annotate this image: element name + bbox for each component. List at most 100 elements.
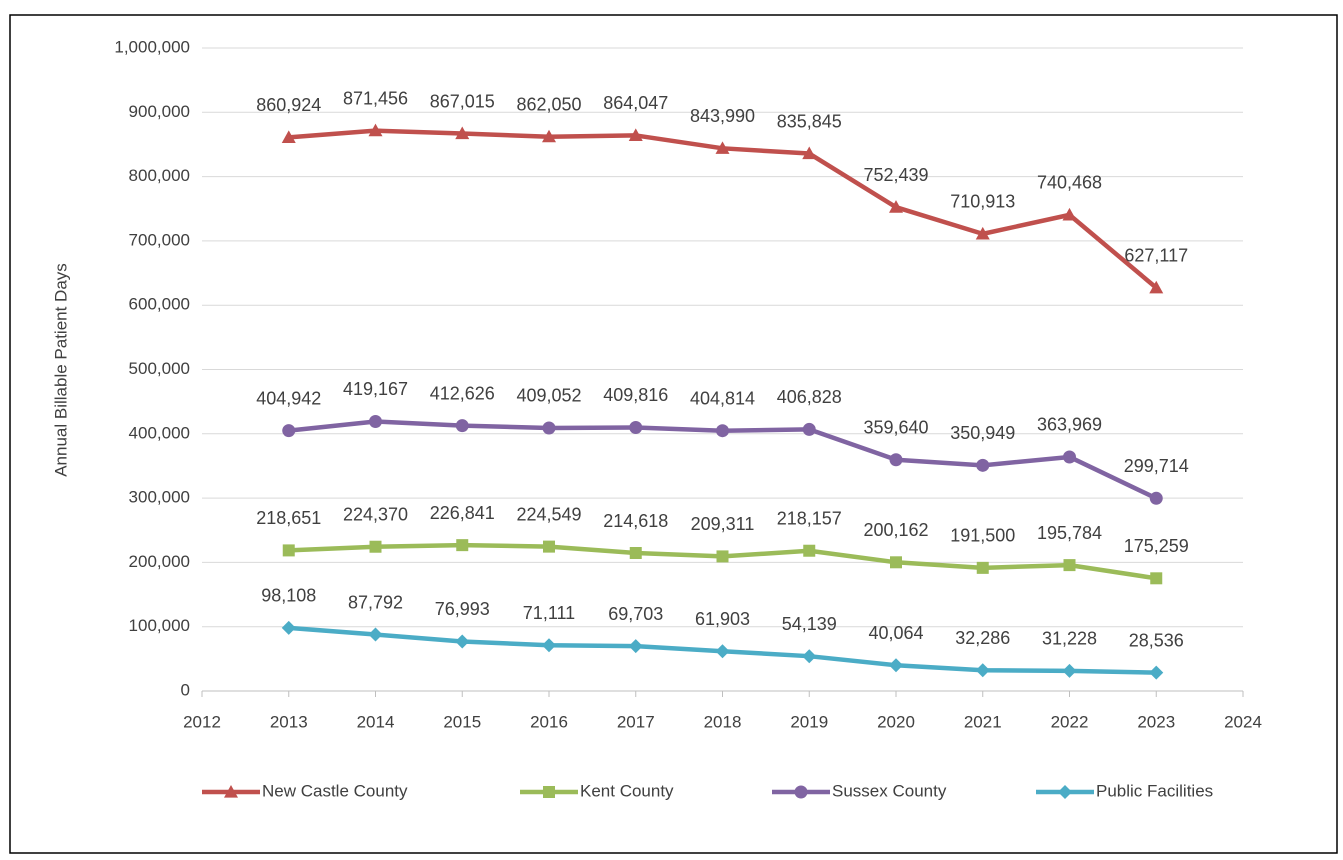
x-tick-label: 2015 — [443, 712, 481, 731]
data-point — [975, 226, 990, 240]
data-point — [1063, 450, 1076, 464]
data-point — [629, 547, 642, 560]
x-tick-label: 2013 — [270, 712, 308, 731]
x-tick-label: 2023 — [1137, 712, 1175, 731]
data-point — [1149, 665, 1164, 680]
data-label: 218,157 — [777, 508, 842, 528]
data-label: 412,626 — [430, 383, 495, 403]
x-tick-label: 2022 — [1051, 712, 1089, 731]
data-label: 860,924 — [256, 95, 321, 115]
data-point — [802, 649, 817, 664]
legend-marker — [543, 786, 555, 798]
data-label: 226,841 — [430, 503, 495, 523]
legend-label: Sussex County — [832, 781, 947, 800]
data-point — [628, 128, 643, 142]
data-point — [369, 414, 382, 428]
y-tick-label: 400,000 — [129, 423, 190, 442]
data-point — [368, 123, 383, 137]
data-label: 752,439 — [863, 165, 928, 185]
data-point — [1149, 491, 1163, 505]
data-point — [455, 634, 470, 649]
legend-marker — [1058, 785, 1072, 799]
data-point — [629, 420, 643, 434]
data-label: 195,784 — [1037, 523, 1102, 543]
y-tick-label: 0 — [181, 680, 190, 699]
data-label: 28,536 — [1129, 630, 1184, 650]
data-label: 359,640 — [863, 418, 928, 438]
data-point — [628, 639, 643, 654]
data-point — [282, 424, 296, 438]
y-tick-label: 300,000 — [129, 488, 190, 507]
data-point — [542, 129, 556, 143]
data-label: 191,500 — [950, 526, 1015, 546]
x-tick-label: 2019 — [790, 712, 828, 731]
data-label: 224,370 — [343, 504, 408, 524]
data-label: 76,993 — [435, 599, 490, 619]
data-label: 627,117 — [1124, 246, 1188, 266]
data-point — [976, 458, 990, 472]
legend-label: Kent County — [580, 781, 674, 800]
data-point — [975, 663, 990, 678]
data-label: 404,942 — [256, 388, 321, 408]
data-point — [455, 419, 469, 433]
data-label: 31,228 — [1042, 629, 1097, 649]
legend-label: New Castle County — [262, 781, 408, 800]
data-label: 710,913 — [950, 192, 1015, 212]
x-tick-label: 2020 — [877, 712, 915, 731]
data-label: 867,015 — [430, 91, 495, 111]
data-label: 299,714 — [1124, 456, 1189, 476]
data-label: 871,456 — [343, 88, 408, 108]
data-point — [543, 540, 555, 553]
data-label: 409,052 — [516, 386, 581, 406]
x-tick-label: 2016 — [530, 712, 568, 731]
data-label: 406,828 — [777, 387, 842, 407]
data-label: 409,816 — [603, 385, 668, 405]
data-label: 87,792 — [348, 592, 403, 612]
x-tick-label: 2017 — [617, 712, 655, 731]
x-tick-label: 2024 — [1224, 712, 1262, 731]
data-label: 40,064 — [868, 623, 923, 643]
data-point — [1062, 207, 1077, 221]
data-point — [716, 550, 729, 563]
y-tick-label: 800,000 — [129, 166, 190, 185]
y-tick-label: 100,000 — [129, 616, 190, 635]
y-tick-label: 900,000 — [129, 102, 190, 121]
data-label: 98,108 — [261, 586, 316, 606]
data-point — [281, 130, 296, 144]
x-tick-label: 2012 — [183, 712, 221, 731]
data-point — [455, 126, 470, 140]
data-point — [1150, 572, 1163, 585]
data-label: 71,111 — [523, 603, 575, 623]
data-point — [802, 146, 817, 160]
data-point — [716, 424, 729, 438]
data-point — [976, 561, 989, 574]
legend-marker — [224, 785, 238, 798]
data-label: 224,549 — [516, 504, 581, 524]
y-tick-label: 1,000,000 — [114, 37, 190, 56]
data-point — [1149, 280, 1164, 294]
data-label: 200,162 — [863, 520, 928, 540]
y-tick-label: 200,000 — [129, 552, 190, 571]
data-point — [542, 638, 556, 653]
data-label: 843,990 — [690, 106, 755, 126]
data-point — [715, 644, 730, 659]
data-point — [889, 658, 903, 673]
legend-label: Public Facilities — [1096, 781, 1213, 800]
data-point — [369, 540, 382, 553]
data-label: 32,286 — [955, 628, 1010, 648]
data-label: 209,311 — [691, 514, 755, 534]
data-point — [456, 539, 469, 552]
y-tick-label: 600,000 — [129, 295, 190, 314]
data-label: 54,139 — [782, 614, 837, 634]
data-label: 404,814 — [690, 388, 755, 408]
data-point — [890, 556, 902, 569]
data-point — [802, 422, 816, 436]
x-tick-label: 2021 — [964, 712, 1002, 731]
data-point — [281, 620, 296, 635]
data-point — [715, 141, 730, 154]
y-tick-label: 700,000 — [129, 230, 190, 249]
data-point — [282, 544, 295, 557]
data-label: 864,047 — [603, 93, 668, 113]
data-label: 350,949 — [950, 423, 1015, 443]
